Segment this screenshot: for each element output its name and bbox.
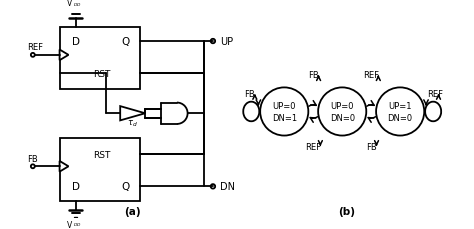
Text: Q: Q xyxy=(121,37,130,47)
Text: UP=1: UP=1 xyxy=(388,101,412,110)
Text: (b): (b) xyxy=(338,206,355,216)
Bar xyxy=(60,28,140,90)
Text: REF: REF xyxy=(427,90,443,99)
Text: V: V xyxy=(67,0,72,8)
Text: $_{DD}$: $_{DD}$ xyxy=(73,2,82,9)
Text: UP: UP xyxy=(220,37,233,47)
Polygon shape xyxy=(120,107,145,121)
Text: FB: FB xyxy=(244,90,255,99)
Text: RST: RST xyxy=(93,69,110,78)
Text: FB: FB xyxy=(308,71,319,80)
Text: D: D xyxy=(72,37,80,47)
Text: DN=1: DN=1 xyxy=(272,114,297,123)
Text: FB: FB xyxy=(366,142,376,151)
Text: Q: Q xyxy=(121,182,130,191)
Text: $_{DD}$: $_{DD}$ xyxy=(73,221,82,228)
Text: UP=0: UP=0 xyxy=(330,101,354,110)
Text: REF: REF xyxy=(363,71,379,80)
Text: DN: DN xyxy=(220,182,235,191)
Text: V: V xyxy=(67,220,72,229)
Text: (a): (a) xyxy=(124,206,141,216)
Polygon shape xyxy=(60,161,68,172)
Text: RST: RST xyxy=(93,150,110,159)
Text: $\tau_d$: $\tau_d$ xyxy=(128,118,138,129)
Text: REF: REF xyxy=(27,43,44,52)
Polygon shape xyxy=(60,50,68,61)
Text: UP=0: UP=0 xyxy=(273,101,296,110)
Text: DN=0: DN=0 xyxy=(329,114,355,123)
Text: D: D xyxy=(72,182,80,191)
Text: FB: FB xyxy=(27,154,38,163)
Bar xyxy=(60,139,140,201)
Text: REF: REF xyxy=(305,142,321,151)
Text: DN=0: DN=0 xyxy=(388,114,413,123)
